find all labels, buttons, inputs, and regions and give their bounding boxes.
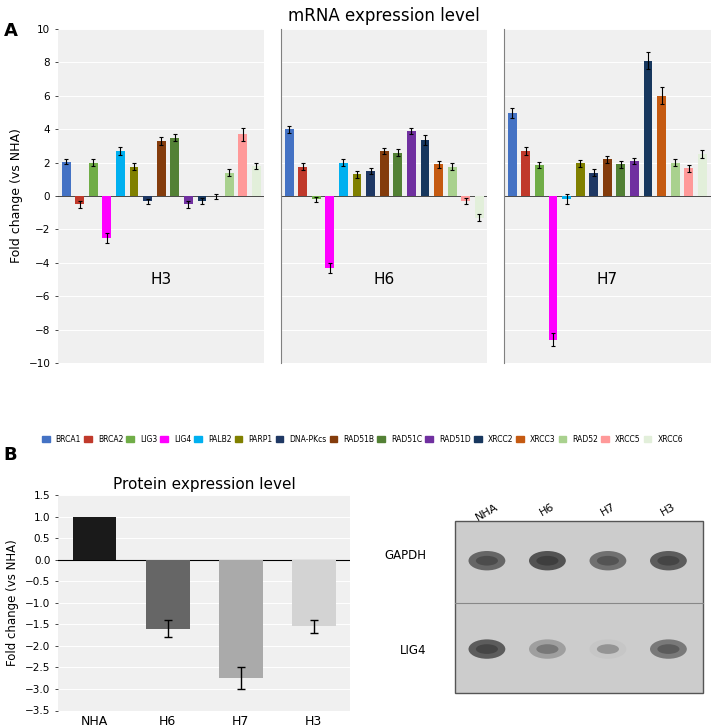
Bar — [616, 165, 625, 196]
Ellipse shape — [658, 645, 679, 654]
Text: A: A — [4, 22, 17, 40]
Bar — [475, 196, 484, 217]
Bar — [671, 162, 679, 196]
Bar — [144, 196, 152, 201]
Bar — [312, 196, 320, 199]
Bar — [326, 196, 334, 268]
Text: H6: H6 — [373, 272, 395, 287]
Bar — [562, 196, 571, 199]
Ellipse shape — [529, 551, 566, 571]
Bar — [535, 165, 544, 196]
Bar — [352, 174, 362, 196]
Bar — [461, 196, 471, 201]
Bar — [434, 165, 443, 196]
Bar — [130, 167, 138, 196]
Ellipse shape — [476, 645, 498, 654]
Ellipse shape — [529, 639, 566, 659]
Ellipse shape — [597, 556, 619, 566]
Bar — [292, 560, 336, 626]
Bar — [252, 166, 261, 196]
Bar — [239, 134, 247, 196]
Legend: BRCA1, BRCA2, LIG3, LIG4, PALB2, PARP1, DNA-PKcs, RAD51B, RAD51C, RAD51D, XRCC2,: BRCA1, BRCA2, LIG3, LIG4, PALB2, PARP1, … — [39, 432, 686, 447]
Text: H3: H3 — [151, 272, 172, 287]
Bar — [698, 154, 707, 196]
Bar — [285, 129, 294, 196]
Text: LIG4: LIG4 — [400, 644, 426, 657]
Bar — [603, 160, 612, 196]
Bar — [684, 168, 693, 196]
Bar — [89, 162, 98, 196]
Bar — [72, 516, 117, 560]
Y-axis label: Fold change (vs NHA): Fold change (vs NHA) — [10, 128, 23, 263]
Bar — [219, 560, 262, 678]
Bar — [157, 141, 165, 196]
Bar — [298, 167, 307, 196]
Bar — [644, 61, 652, 196]
Bar — [521, 151, 530, 196]
Bar — [102, 196, 112, 238]
Bar — [576, 163, 584, 196]
Bar — [366, 171, 375, 196]
Bar — [394, 152, 402, 196]
Bar — [630, 161, 639, 196]
Ellipse shape — [468, 639, 505, 659]
Bar — [170, 138, 179, 196]
Bar — [407, 131, 416, 196]
Bar — [657, 96, 666, 196]
Ellipse shape — [658, 556, 679, 566]
Ellipse shape — [468, 551, 505, 571]
Title: mRNA expression level: mRNA expression level — [289, 7, 480, 25]
Ellipse shape — [536, 645, 558, 654]
Bar — [507, 112, 517, 196]
Ellipse shape — [650, 551, 687, 571]
Ellipse shape — [589, 639, 626, 659]
Bar — [448, 167, 457, 196]
Text: NHA: NHA — [474, 502, 500, 522]
Title: Protein expression level: Protein expression level — [113, 478, 296, 492]
Ellipse shape — [476, 556, 498, 566]
Bar — [146, 560, 189, 629]
Bar — [225, 173, 233, 196]
Text: GAPDH: GAPDH — [384, 549, 426, 562]
Text: B: B — [4, 446, 17, 464]
Bar — [198, 196, 207, 201]
FancyBboxPatch shape — [455, 521, 703, 693]
Bar — [549, 196, 558, 340]
Ellipse shape — [597, 645, 619, 654]
Y-axis label: Fold change (vs NHA): Fold change (vs NHA) — [7, 539, 20, 666]
Text: H6: H6 — [538, 502, 557, 518]
Bar — [420, 140, 429, 196]
Bar — [184, 196, 193, 204]
Bar — [75, 196, 84, 204]
Text: H7: H7 — [599, 502, 617, 518]
Ellipse shape — [536, 556, 558, 566]
Bar — [116, 151, 125, 196]
Bar — [62, 162, 70, 196]
Text: H7: H7 — [597, 272, 618, 287]
Ellipse shape — [589, 551, 626, 571]
Bar — [339, 162, 348, 196]
Bar — [380, 151, 389, 196]
Bar — [589, 173, 598, 196]
Ellipse shape — [650, 639, 687, 659]
Text: H3: H3 — [659, 502, 678, 518]
